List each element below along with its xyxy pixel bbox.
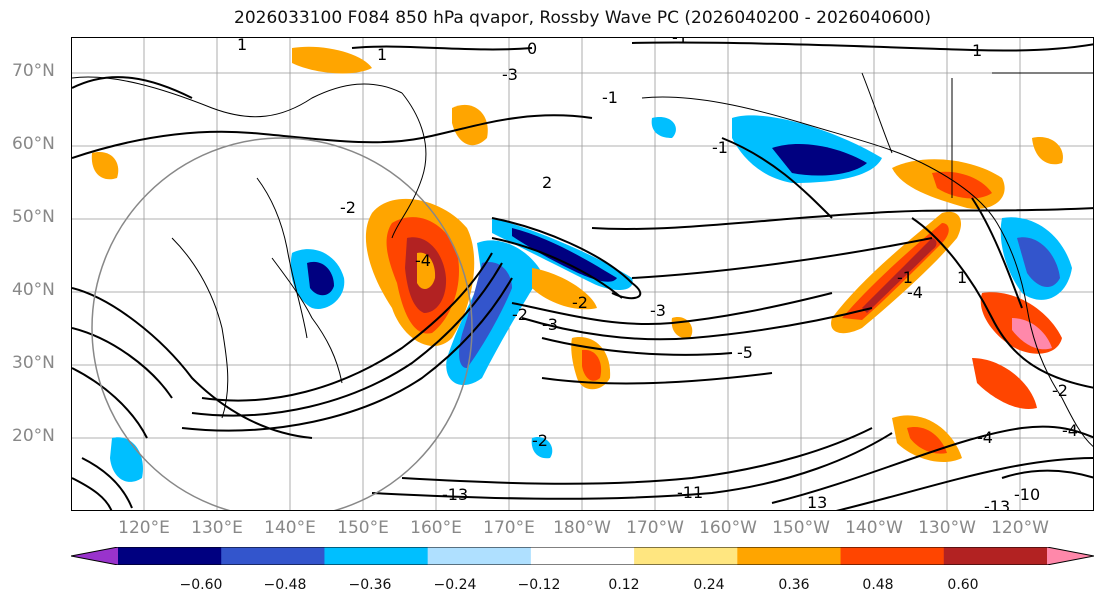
rossby-wave-contours xyxy=(72,41,1093,510)
colorbar-swatch xyxy=(943,547,1048,565)
colorbar-tick-label: 0.60 xyxy=(947,577,979,593)
contour-label: 1 xyxy=(972,41,982,60)
contour-label: 13 xyxy=(807,493,827,511)
contour-label: -5 xyxy=(737,343,753,362)
colorbar-swatch xyxy=(1047,547,1094,565)
contour-label: -4 xyxy=(415,251,431,270)
colorbar-swatch xyxy=(427,547,532,565)
lon-label-170w: 170°W xyxy=(626,518,684,538)
contour-label: -3 xyxy=(542,315,558,334)
contour-label: -4 xyxy=(1062,421,1078,440)
colorbar-tick-label: 0.12 xyxy=(608,577,640,593)
colorbar-tick-label: −0.48 xyxy=(263,577,307,593)
lon-label-170e: 170°E xyxy=(483,518,535,538)
colorbar-tick-label: −0.60 xyxy=(179,577,223,593)
colorbar-swatch xyxy=(118,547,222,565)
colorbar-swatch xyxy=(737,547,842,565)
qvapor-anomaly-fills xyxy=(91,46,1072,482)
contour-label: -13 xyxy=(984,497,1010,511)
colorbar-swatch xyxy=(221,547,325,565)
lon-label-160e: 160°E xyxy=(410,518,462,538)
lat-label-40n: 40°N xyxy=(12,280,55,300)
contour-label: -4 xyxy=(907,283,923,302)
map-title: 2026033100 F084 850 hPa qvapor, Rossby W… xyxy=(234,8,931,28)
colorbar-swatches xyxy=(71,547,1094,565)
contour-labels: 1 0 -1 -3 1 -1 2 -2 1 -4 -2 -3 -2 -3 -5 … xyxy=(237,38,1078,511)
coastlines xyxy=(72,72,1093,447)
contour-label: -13 xyxy=(442,485,468,504)
reference-circle xyxy=(91,137,473,510)
lon-label-140e: 140°E xyxy=(264,518,316,538)
contour-label: -1 xyxy=(602,88,618,107)
lon-label-150w: 150°W xyxy=(772,518,830,538)
colorbar-tick-label: −0.24 xyxy=(433,577,477,593)
colorbar-tick-label: 0.48 xyxy=(862,577,894,593)
lon-label-160w: 160°W xyxy=(699,518,757,538)
lat-label-60n: 60°N xyxy=(12,134,55,154)
contour-label: -1 xyxy=(712,138,728,157)
map-canvas: 1 0 -1 -3 1 -1 2 -2 1 -4 -2 -3 -2 -3 -5 … xyxy=(72,38,1093,511)
contour-label: 1 xyxy=(237,38,247,54)
lon-label-150e: 150°E xyxy=(337,518,389,538)
contour-label: -11 xyxy=(677,483,703,502)
contour-label: 1 xyxy=(377,45,387,64)
lon-label-130w: 130°W xyxy=(918,518,976,538)
colorbar-swatch xyxy=(71,547,118,565)
contour-label: -2 xyxy=(532,431,548,450)
lat-label-30n: 30°N xyxy=(12,353,55,373)
contour-label: -2 xyxy=(512,305,528,324)
contour-label: -1 xyxy=(672,38,688,47)
lon-label-180w: 180°W xyxy=(553,518,611,538)
contour-label: 1 xyxy=(957,268,967,287)
contour-label: -2 xyxy=(340,198,356,217)
contour-label: -3 xyxy=(650,301,666,320)
colorbar-swatch xyxy=(840,547,945,565)
contour-label: -2 xyxy=(1052,381,1068,400)
lon-label-140w: 140°W xyxy=(845,518,903,538)
colorbar-tick-label: 0.24 xyxy=(693,577,725,593)
colorbar-swatch xyxy=(530,547,635,565)
lat-label-20n: 20°N xyxy=(12,426,55,446)
lon-label-120e: 120°E xyxy=(118,518,170,538)
map-plot-area: 1 0 -1 -3 1 -1 2 -2 1 -4 -2 -3 -2 -3 -5 … xyxy=(71,37,1094,511)
contour-label: 0 xyxy=(527,39,537,58)
lon-label-130e: 130°E xyxy=(191,518,243,538)
colorbar-swatch xyxy=(324,547,429,565)
lon-label-120w: 120°W xyxy=(991,518,1049,538)
lat-label-70n: 70°N xyxy=(12,61,55,81)
lat-label-50n: 50°N xyxy=(12,207,55,227)
contour-label: 2 xyxy=(542,173,552,192)
colorbar xyxy=(71,547,1094,565)
contour-label: -2 xyxy=(572,293,588,312)
colorbar-tick-label: 0.36 xyxy=(778,577,810,593)
colorbar-swatch xyxy=(634,547,738,565)
contour-label: -3 xyxy=(502,65,518,84)
contour-label: -4 xyxy=(977,428,993,447)
colorbar-tick-label: −0.12 xyxy=(517,577,561,593)
colorbar-tick-label: −0.36 xyxy=(348,577,392,593)
contour-label: -1 xyxy=(897,268,913,287)
contour-label: -10 xyxy=(1014,485,1040,504)
